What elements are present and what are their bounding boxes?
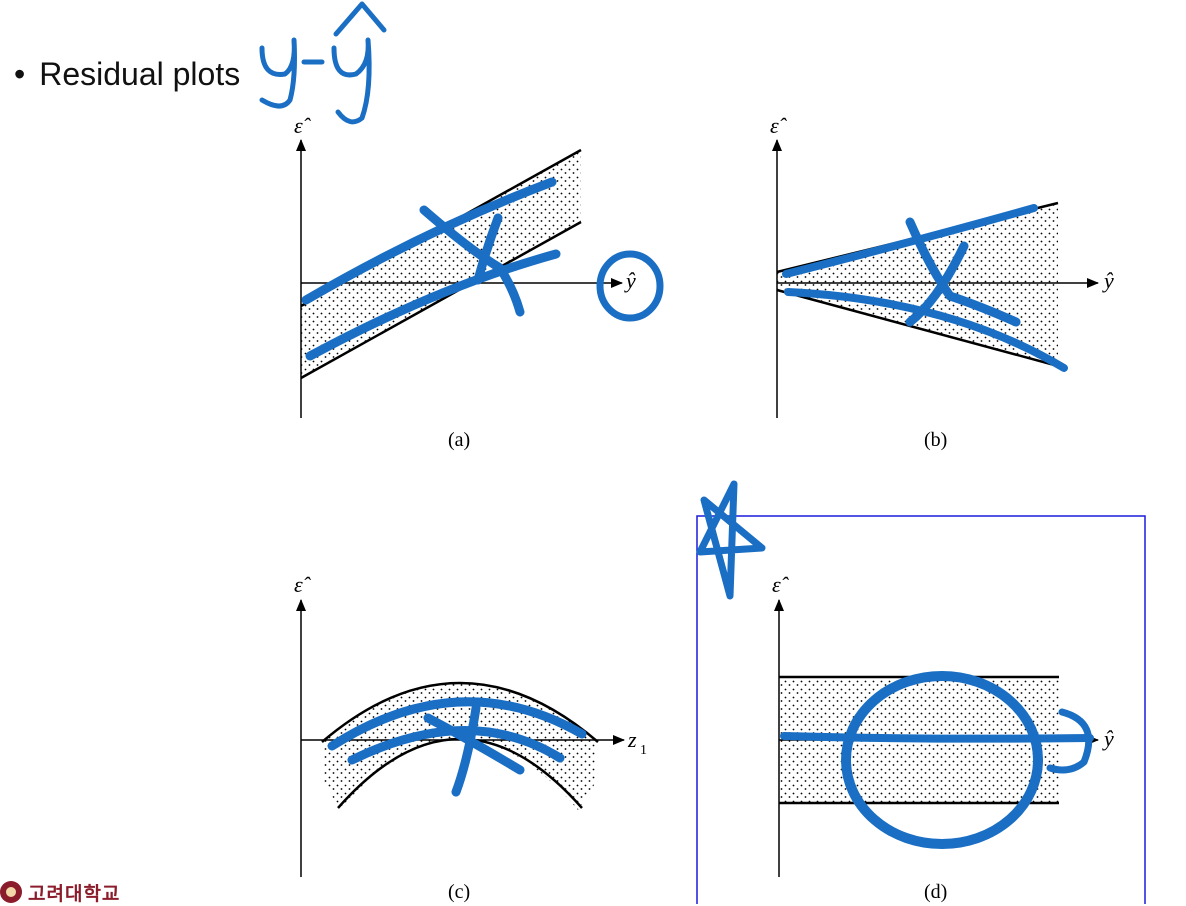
ink-d-horizontal: [780, 732, 1094, 743]
university-name: 고려대학교: [28, 882, 121, 905]
slide-title: • Residual plots: [14, 56, 240, 93]
panel-c-caption: (c): [448, 881, 470, 903]
panel-a-y-label: ε̂: [294, 113, 312, 138]
ink-d-circle: [841, 671, 1043, 849]
panel-b-lower-line: [776, 288, 1059, 368]
panel-b-x-label: ŷ: [1102, 268, 1114, 293]
ink-annotations: [259, 1, 1094, 849]
ink-y-hat-note-y: [331, 37, 372, 125]
panel-a-x-label: ŷ: [624, 268, 636, 293]
panel-c-upper-curve: [321, 681, 599, 743]
ink-a-upper-stroke: [301, 177, 557, 305]
university-seal-icon: [0, 881, 22, 903]
ink-a-circle: [596, 250, 664, 322]
panel-a-caption: (a): [448, 429, 470, 451]
ink-y-hat-note-hat: [333, 1, 387, 37]
panel-b-band: [777, 203, 1058, 366]
ink-b-lower-stroke: [784, 288, 1068, 372]
title-text: Residual plots: [39, 56, 241, 92]
ink-a-cross-1: [419, 205, 525, 317]
ink-b-cross-2: [905, 241, 969, 327]
panel-b-caption: (b): [924, 429, 947, 451]
ink-y-hat-note: [259, 37, 297, 109]
panel-d-caption: (d): [924, 881, 947, 903]
panel-c-y-label: ε̂: [294, 572, 312, 597]
ink-a-lower-stroke: [305, 249, 561, 361]
university-logo: 고려대학교: [0, 880, 121, 905]
ink-star: [696, 480, 766, 600]
panel-b-y-label: ε̂: [770, 113, 788, 138]
panel-d-x-label: ŷ: [1102, 726, 1114, 751]
panel-a-lower-line: [300, 220, 582, 380]
ink-c-arc-lower: [347, 726, 565, 765]
bullet: •: [14, 56, 26, 92]
panel-c-x-label-subscript: 1: [640, 743, 647, 758]
ink-b-cross-1: [905, 217, 1021, 327]
panel-c-x-label: z: [627, 727, 637, 752]
ink-d-tail: [1046, 708, 1093, 774]
ink-c-arc-upper: [327, 697, 587, 751]
ink-a-cross-2: [473, 213, 503, 285]
selection-box[interactable]: [696, 515, 1146, 904]
ink-c-cross-2: [451, 703, 481, 797]
panel-d-y-label: ε̂: [772, 572, 790, 597]
